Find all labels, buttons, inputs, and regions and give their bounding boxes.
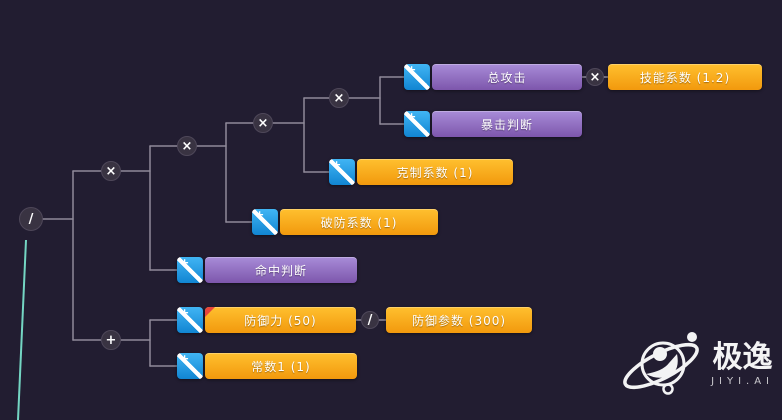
modifier-slider-icon[interactable] (177, 307, 203, 333)
node-label: 克制系数 (1) (396, 165, 474, 180)
operator-multiply-3[interactable]: × (253, 113, 273, 133)
brand-watermark: 极逸 JIYI.AI (619, 324, 774, 404)
operator-multiply-2[interactable]: × (177, 136, 197, 156)
node-label: 常数1 (1) (251, 359, 311, 374)
operator-divide-root[interactable]: / (19, 207, 43, 231)
node-label: 防御参数 (300) (411, 313, 507, 328)
node-counter-coefficient[interactable]: 克制系数 (1) (357, 159, 513, 185)
node-label: 命中判断 (254, 263, 307, 278)
node-label: 暴击判断 (480, 117, 533, 132)
node-constant-1[interactable]: 常数1 (1) (205, 353, 357, 379)
modifier-slider-icon[interactable] (252, 209, 278, 235)
node-label: 技能系数 (1.2) (639, 70, 731, 85)
node-total-attack[interactable]: 总攻击 (432, 64, 582, 90)
brand-name: 极逸 (712, 340, 773, 375)
operator-multiply-5[interactable]: × (586, 68, 604, 86)
modifier-slider-icon[interactable] (404, 111, 430, 137)
operator-multiply-4[interactable]: × (329, 88, 349, 108)
node-skill-coefficient[interactable]: 技能系数 (1.2) (608, 64, 762, 90)
operator-multiply-1[interactable]: × (101, 161, 121, 181)
node-crit-judgment[interactable]: 暴击判断 (432, 111, 582, 137)
node-label: 破防系数 (1) (320, 215, 398, 230)
node-defense-break-coefficient[interactable]: 破防系数 (1) (280, 209, 438, 235)
modifier-slider-icon[interactable] (404, 64, 430, 90)
node-defense[interactable]: 防御力 (50) (205, 307, 356, 333)
brand-domain: JIYI.AI (711, 376, 774, 387)
drag-connection-line (17, 239, 27, 420)
node-defense-parameter[interactable]: 防御参数 (300) (386, 307, 532, 333)
modifier-slider-icon[interactable] (177, 257, 203, 283)
operator-divide-2[interactable]: / (361, 311, 379, 329)
modifier-slider-icon[interactable] (329, 159, 355, 185)
node-hit-judgment[interactable]: 命中判断 (205, 257, 357, 283)
node-label: 防御力 (50) (244, 313, 317, 328)
jiyi-planet-logo-icon (623, 332, 699, 395)
operator-plus[interactable]: + (101, 330, 121, 350)
node-label: 总攻击 (487, 70, 527, 85)
modifier-slider-icon[interactable] (177, 353, 203, 379)
